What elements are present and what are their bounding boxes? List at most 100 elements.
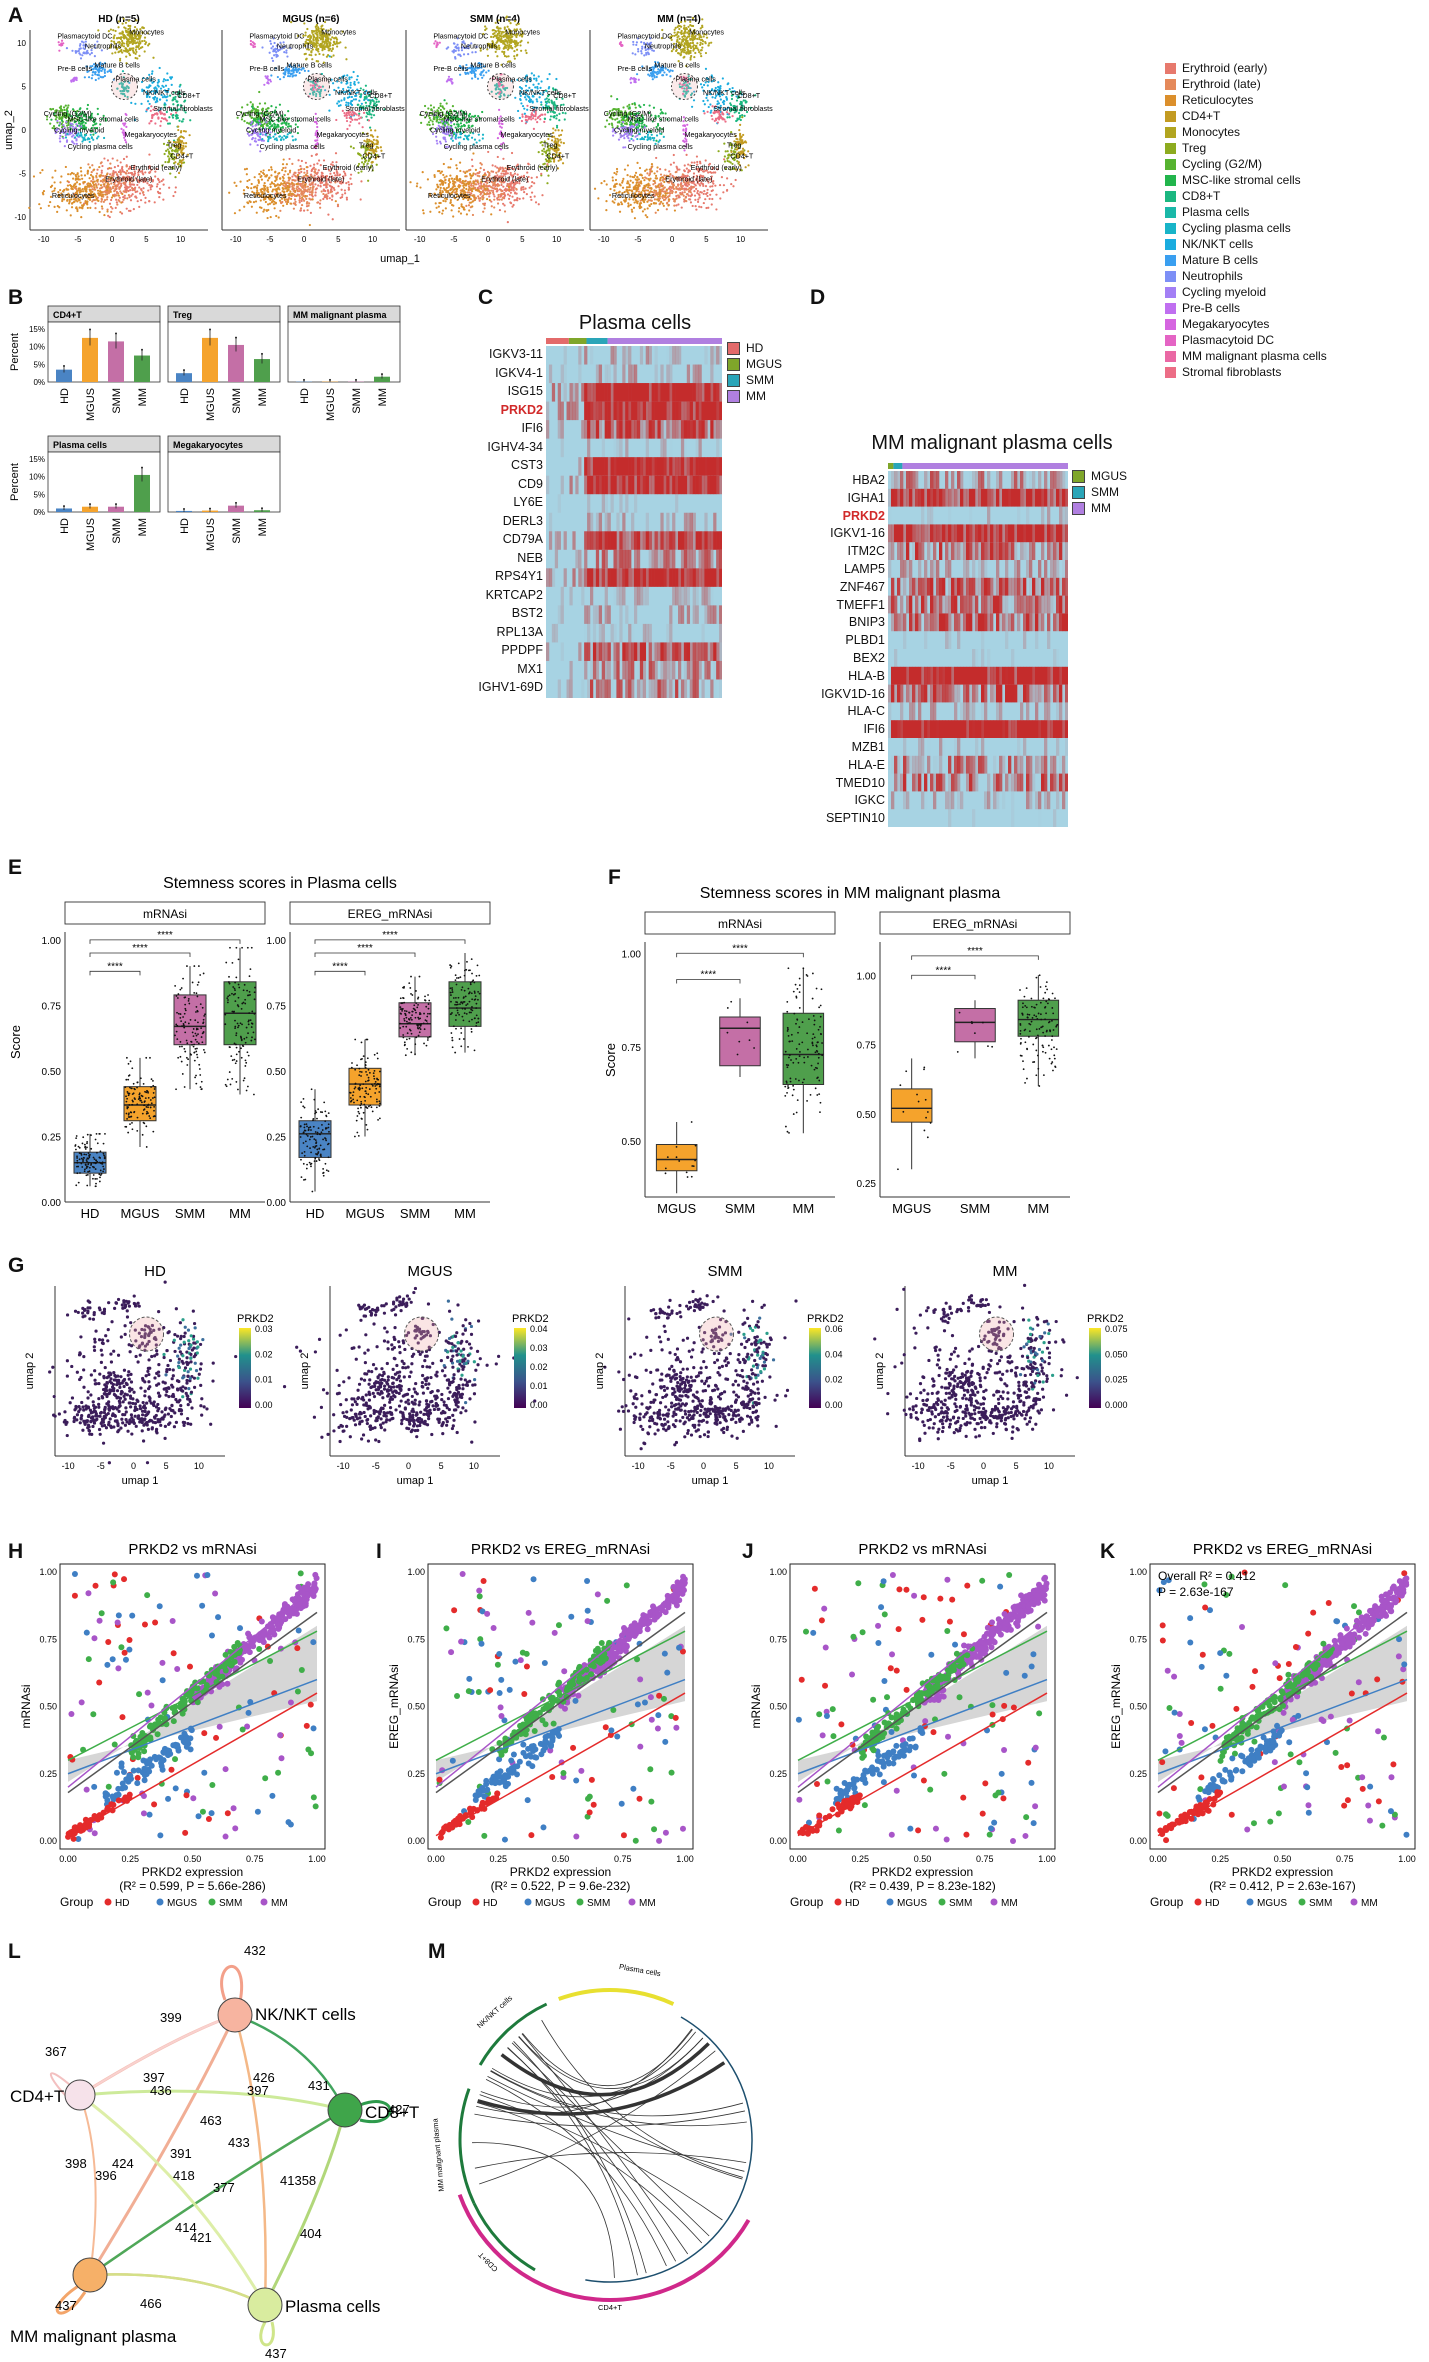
umap-cell (268, 51, 271, 54)
umap-cell (90, 112, 94, 115)
umap-cell (80, 170, 83, 173)
umap-cell (90, 180, 93, 183)
umap-cluster-label: Cycling plasma cells (260, 142, 326, 151)
umap-cell (511, 195, 514, 198)
umap-cell (509, 191, 512, 194)
umap-cell (462, 138, 466, 141)
umap-cell (457, 49, 460, 52)
umap-cluster-label: Monocytes (321, 27, 356, 36)
umap-cell (450, 187, 453, 191)
umap-cell (53, 127, 56, 130)
umap-cell (76, 134, 79, 137)
umap-cell (89, 206, 92, 209)
umap-cell (314, 168, 317, 171)
umap-cell (128, 195, 131, 199)
umap-cell (347, 180, 350, 184)
umap-cell (426, 123, 429, 126)
umap-cell (61, 131, 64, 134)
umap-cell (79, 201, 82, 204)
umap-cell (296, 188, 299, 192)
umap-cell (499, 27, 502, 30)
umap-cell (438, 169, 441, 173)
umap-cell (530, 198, 533, 201)
umap-cell (435, 139, 438, 142)
umap-cell (86, 203, 89, 206)
umap-cell (494, 187, 497, 191)
umap-cell (315, 44, 318, 48)
umap-cell (68, 114, 71, 117)
umap-cell (131, 34, 134, 38)
umap-cell (482, 74, 485, 77)
umap-cell (98, 165, 101, 169)
umap-cell (118, 50, 121, 53)
umap-cell (112, 170, 115, 173)
umap-cell (89, 65, 92, 68)
umap-cell (340, 99, 343, 102)
umap-cluster-label: Stromal fibroblasts (153, 104, 213, 113)
umap-cell (85, 52, 88, 55)
umap-cell (176, 104, 179, 107)
umap-cell (431, 120, 434, 123)
umap-cell (122, 33, 126, 37)
umap-cell (50, 118, 53, 121)
umap-cell (476, 180, 479, 184)
umap-cell (467, 204, 471, 207)
umap-cell (84, 113, 87, 116)
umap-cell (80, 174, 83, 177)
umap-cell (459, 212, 463, 215)
umap-cell (336, 203, 340, 206)
umap-cell (76, 118, 79, 121)
umap-cell (39, 171, 42, 174)
umap-cell (323, 20, 327, 24)
umap-cell (110, 45, 113, 48)
umap-cell (69, 122, 72, 125)
umap-cell (512, 203, 515, 207)
umap-cell (456, 187, 459, 191)
umap-cell (534, 201, 538, 204)
umap-cell (134, 186, 137, 189)
umap-cell (555, 126, 559, 129)
umap-cell (70, 115, 73, 118)
umap-cell (452, 183, 456, 186)
umap-cell (260, 206, 263, 209)
umap-cell (80, 134, 83, 137)
umap-cell (109, 68, 112, 72)
umap-cell (133, 34, 136, 37)
umap-cell (100, 49, 103, 52)
umap-cell (79, 43, 82, 46)
umap-cell (58, 110, 61, 113)
umap-cell (253, 42, 256, 46)
umap-cell (137, 37, 140, 40)
umap-cell (49, 200, 52, 204)
umap-cell (233, 212, 237, 215)
umap-cell (53, 187, 56, 190)
umap-cell (459, 54, 462, 58)
umap-cell (555, 117, 558, 120)
umap-cell (177, 125, 180, 128)
umap-cell (75, 138, 78, 141)
umap-cell (356, 75, 359, 78)
umap-cell (534, 118, 537, 121)
umap-cell (164, 118, 167, 121)
umap-cell (65, 113, 69, 116)
umap-cell (101, 193, 104, 196)
umap-cell (80, 216, 83, 219)
umap-cell (129, 188, 132, 192)
umap-cell (444, 181, 447, 184)
umap-cell (86, 70, 89, 73)
umap-cell (294, 203, 297, 206)
umap-cell (84, 128, 87, 131)
umap-cell (486, 170, 490, 173)
umap-cell (435, 206, 438, 209)
umap-cell (47, 204, 50, 207)
umap-cell (449, 201, 452, 205)
umap-cell (529, 115, 533, 118)
umap-cell (328, 41, 331, 44)
umap-cell (141, 31, 144, 34)
umap-cell (449, 157, 453, 161)
umap-cell (256, 118, 259, 121)
umap-cell (493, 206, 496, 209)
umap-cell (468, 209, 471, 212)
umap-cell (309, 183, 312, 186)
umap-cell (122, 157, 126, 161)
